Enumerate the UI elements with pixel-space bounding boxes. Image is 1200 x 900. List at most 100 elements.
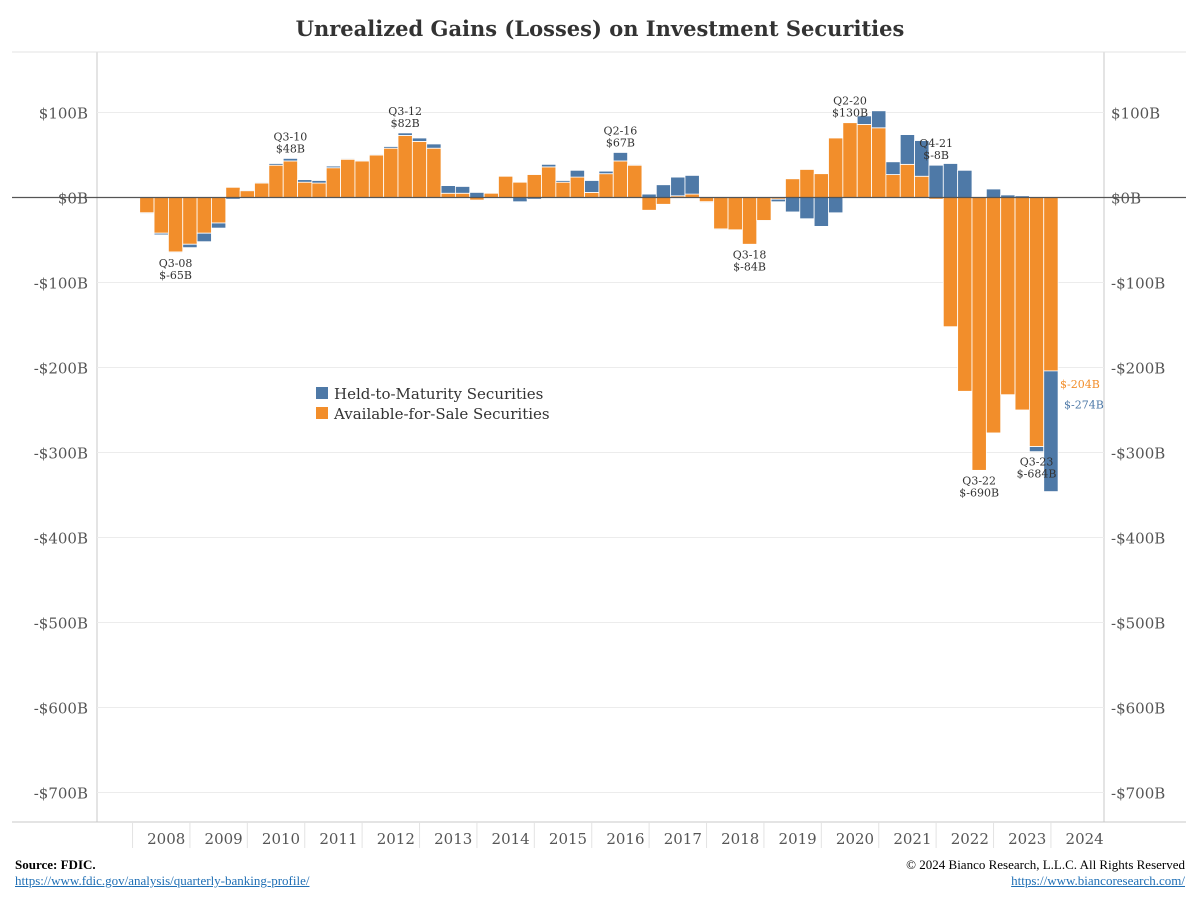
bar-htm [684,174,700,195]
bar-afs [153,197,169,234]
bar-htm [770,198,786,203]
bar-afs [268,164,284,198]
bar-afs [368,154,385,198]
bar-afs [555,181,571,198]
bar-htm [799,197,815,220]
bar-afs [1000,197,1016,396]
bar-afs [727,197,743,231]
bar-afs [196,197,212,234]
annotation-quarter: Q3-23 [1020,456,1054,469]
annotation-value: $-684B [1017,468,1057,481]
brand-link[interactable]: https://www.biancoresearch.com/ [1011,873,1185,888]
bar-htm [985,188,1002,198]
bar-htm [340,157,356,160]
bar-htm [785,197,801,213]
bar-afs [914,175,930,198]
y-tick-label-right: -$500B [1111,615,1165,633]
y-tick-label-right: $100B [1111,105,1160,123]
bar-htm [354,159,370,162]
bar-htm [153,232,169,236]
x-tick-label: 2011 [319,830,357,848]
y-tick-label-left: -$100B [34,275,88,293]
x-tick-label: 2021 [893,830,931,848]
annotation-quarter: Q4-21 [919,137,953,150]
bar-afs [627,164,643,198]
x-tick-label: 2024 [1066,830,1104,848]
y-tick-label-right: -$300B [1111,445,1165,463]
bar-afs [598,173,614,198]
bar-afs [282,160,298,198]
x-tick-label: 2019 [779,830,817,848]
annotation-value: $-84B [733,260,766,273]
bar-htm [942,163,959,198]
annotation-value: $-690B [959,486,999,499]
bar-htm [957,169,973,198]
copyright-text: © 2024 Bianco Research, L.L.C. All Right… [906,857,1185,872]
bar-htm [469,191,485,198]
bar-htm [368,153,385,156]
annotation-quarter: Q3-18 [733,248,767,261]
x-tick-label: 2020 [836,830,874,848]
bar-afs [871,127,887,198]
y-tick-label-right: -$700B [1111,785,1165,803]
bar-htm [541,163,557,168]
bar-afs [1043,197,1059,372]
bar-afs [655,197,672,205]
legend-label: Available-for-Sale Securities [333,405,550,423]
x-tick-label: 2018 [721,830,759,848]
bar-afs [383,147,399,198]
bar-afs [885,174,901,198]
source-label: Source: FDIC. [15,857,96,872]
y-tick-label-left: -$200B [34,360,88,378]
annotation-quarter: Q3-08 [159,257,193,270]
bar-afs [254,182,270,198]
bar-htm [1043,370,1059,492]
bar-afs [641,197,657,211]
bar-afs [354,160,370,198]
bar-afs [713,197,729,230]
bar-htm [426,143,442,149]
annotation-value: $48B [276,142,305,155]
bar-htm [196,232,212,243]
bar-htm [440,185,456,194]
bar-afs [756,197,772,221]
bar-afs [512,181,528,198]
bar-afs [239,190,255,198]
annotation-quarter: Q2-20 [833,95,867,108]
bar-afs [225,186,241,198]
end-label-htm: $-274B [1064,399,1104,412]
bar-afs [498,175,514,198]
bar-afs [340,158,356,198]
bar-afs [842,122,858,198]
bar-afs [942,197,959,328]
bar-htm [268,163,284,166]
x-tick-label: 2017 [664,830,702,848]
y-tick-label-left: $0B [58,190,88,208]
bar-htm [569,169,585,178]
bar-afs [971,197,987,471]
bar-afs [828,137,844,198]
bar-htm [1029,446,1045,453]
annotation-quarter: Q3-12 [388,105,422,118]
x-tick-label: 2008 [147,830,185,848]
annotation-value: $67B [606,136,635,149]
bar-htm [713,228,729,231]
x-tick-label: 2010 [262,830,300,848]
bar-afs [813,173,829,198]
bar-afs [856,124,872,198]
y-tick-label-left: -$400B [34,530,88,548]
y-tick-label-right: -$200B [1111,360,1165,378]
source-link[interactable]: https://www.fdic.gov/analysis/quarterly-… [15,873,310,888]
chart-title: Unrealized Gains (Losses) on Investment … [295,16,905,41]
bar-htm [612,152,629,162]
legend-swatch [316,387,328,399]
annotation-quarter: Q2-16 [604,124,638,137]
y-tick-label-right: $0B [1111,190,1141,208]
bar-htm [813,197,829,227]
bar-afs [397,135,413,198]
bar-afs [167,197,184,253]
y-tick-label-left: -$700B [34,785,88,803]
bar-afs [957,197,973,392]
bar-htm [698,201,715,204]
